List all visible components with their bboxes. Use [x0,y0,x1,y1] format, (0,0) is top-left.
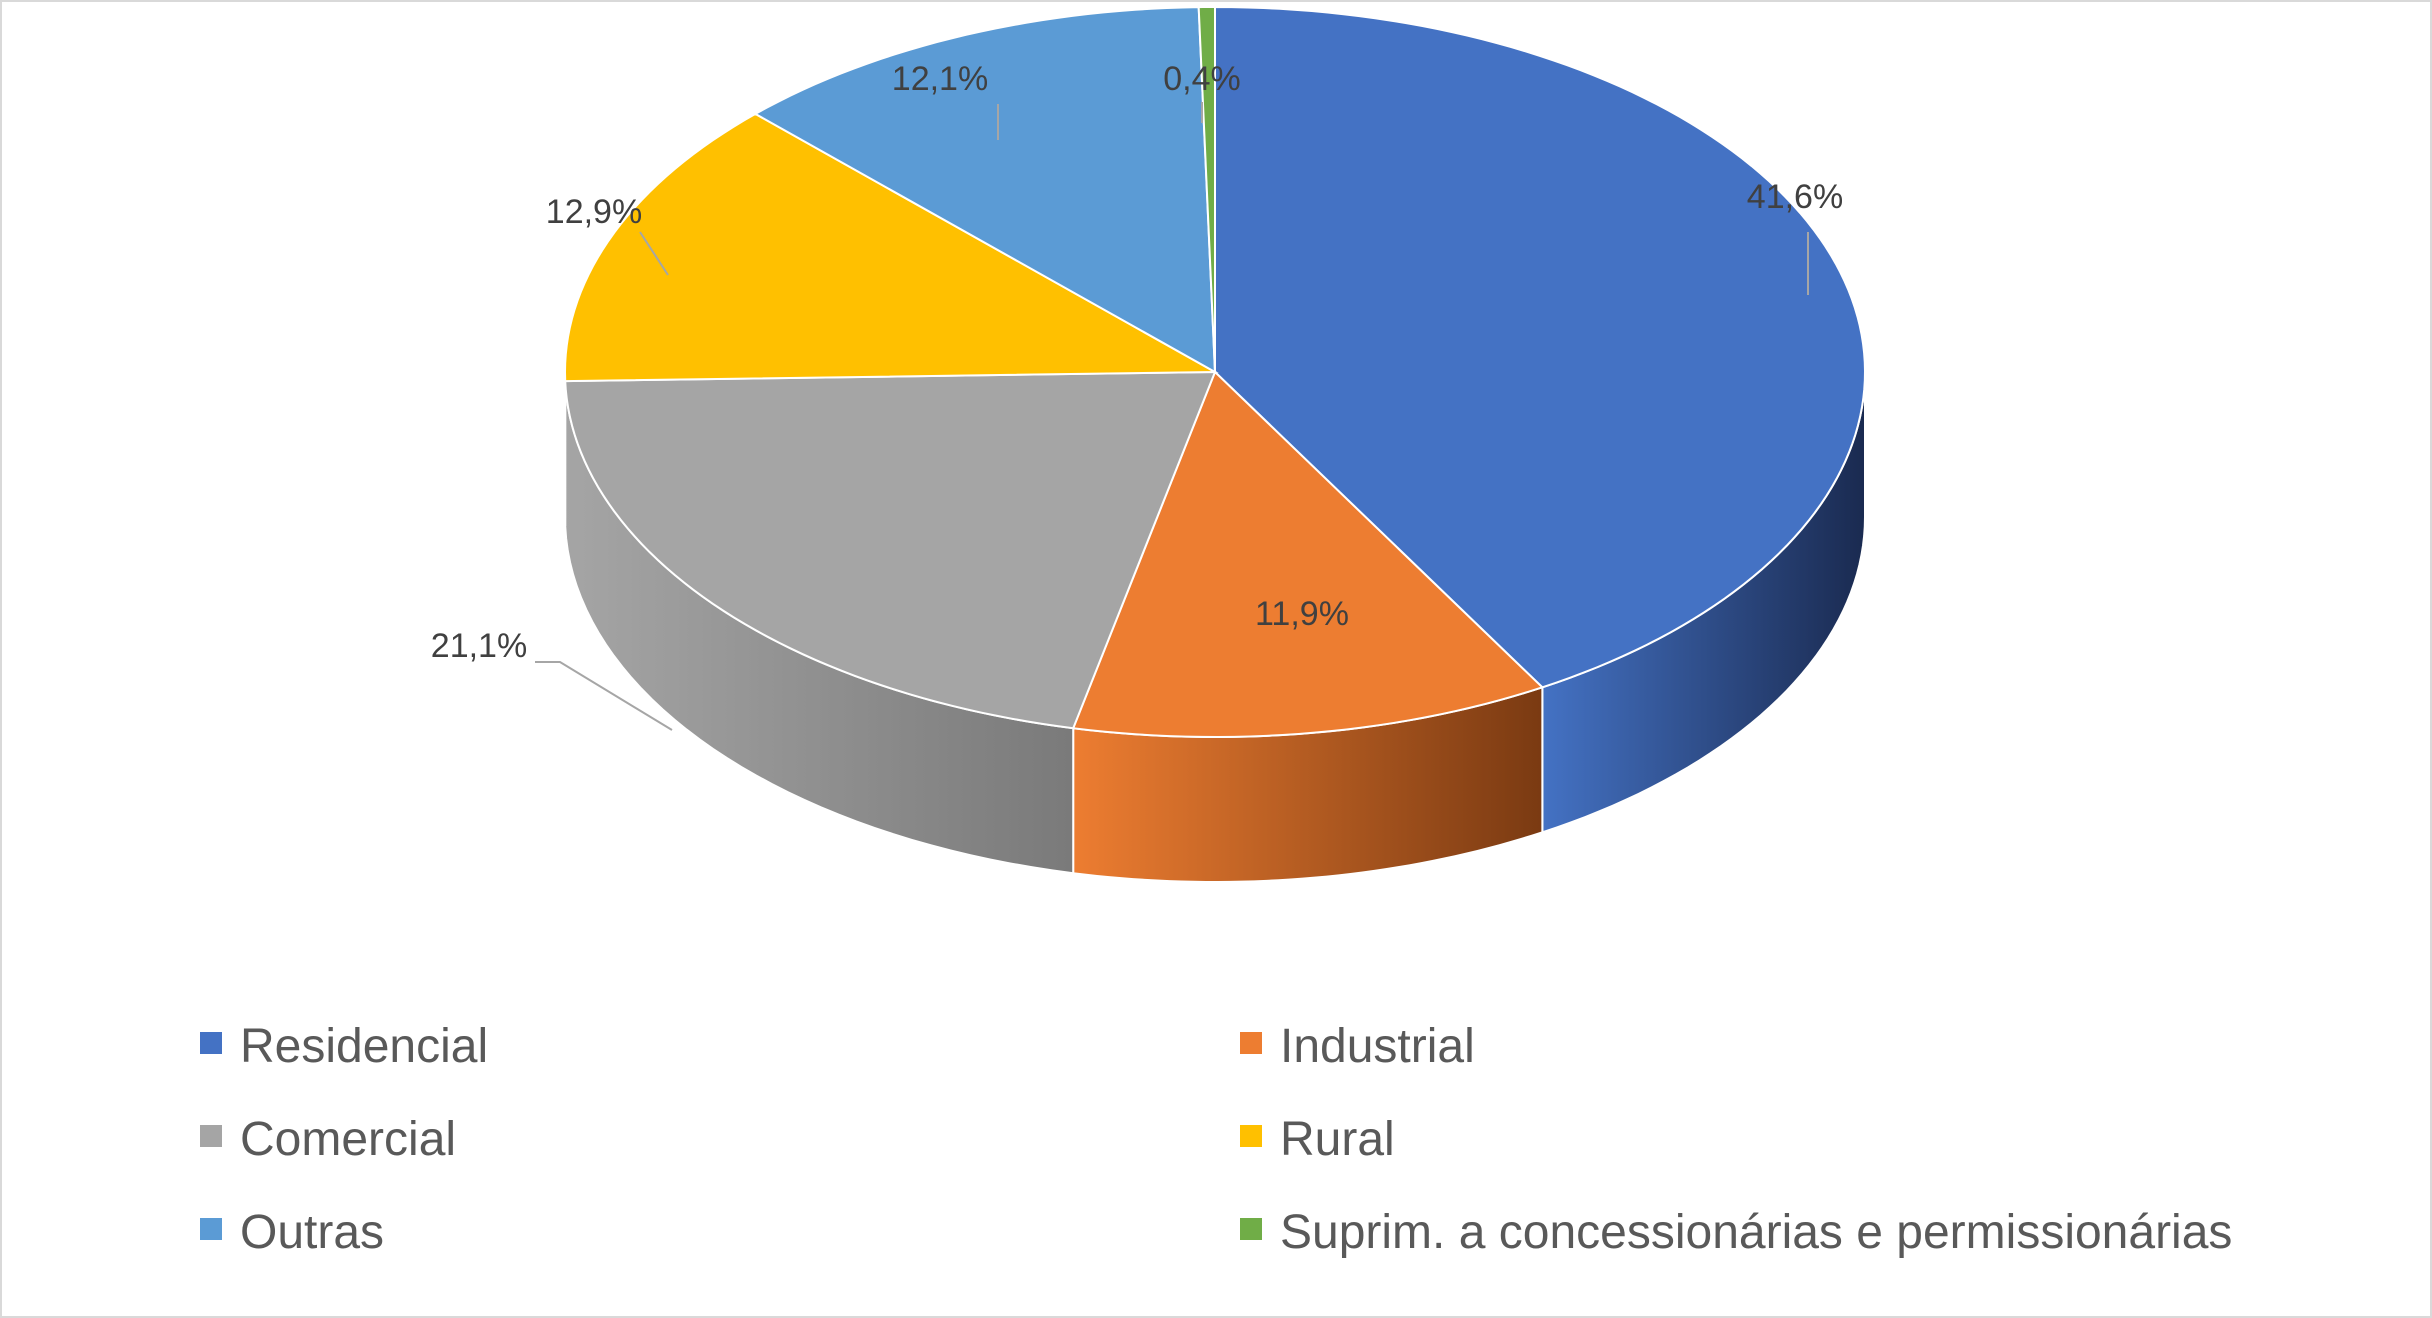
legend-item-residencial: Residencial [200,1020,488,1073]
legend-item-outras: Outras [200,1206,384,1259]
legend-label-rural: Rural [1280,1113,1395,1166]
legend-item-comercial: Comercial [200,1113,456,1166]
legend-item-industrial: Industrial [1240,1020,1475,1073]
pie-slice-outras [753,6,1217,374]
data-label-comercial: 21,1% [431,627,527,665]
pie-slices [563,5,1867,739]
pie-slice-comercial [564,370,1217,730]
pie-slice-suprim-a-concessionarias-e-permissionarias [1197,5,1216,373]
leader-line-rural [639,231,669,276]
pie-slice-residencial [1214,5,1867,689]
legend-swatch-residencial [200,1032,222,1054]
legend-label-suprim-a-concessionarias-e-permissionarias: Suprim. a concessionárias e permissionár… [1280,1206,2232,1259]
pie-slice-industrial [1071,370,1545,739]
data-label-rural: 12,9% [546,193,642,231]
legend-label-outras: Outras [240,1206,384,1259]
legend-label-comercial: Comercial [240,1113,456,1166]
legend-swatch-outras [200,1218,222,1240]
legend-item-suprim-a-concessionarias-e-permissionarias: Suprim. a concessionárias e permissionár… [1240,1206,2232,1259]
data-label-residencial: 41,6% [1747,178,1843,216]
legend-swatch-comercial [200,1125,222,1147]
data-label-suprim-a-concessionarias-e-permissionarias: 0,4% [1163,60,1241,98]
data-label-outras: 12,1% [892,60,988,98]
legend-swatch-rural [1240,1125,1262,1147]
legend: Residencial Industrial Comercial Rural Outra… [200,1020,2232,1259]
legend-label-residencial: Residencial [240,1020,488,1073]
data-labels: 41,6% 11,9% 21,1% 12,9% 12,1% 0,4% [431,60,1843,731]
legend-label-industrial: Industrial [1280,1020,1475,1073]
legend-swatch-industrial [1240,1032,1262,1054]
legend-item-rural: Rural [1240,1113,1395,1166]
legend-swatch-suprim-a-concessionarias-e-permissionarias [1240,1218,1262,1240]
pie-slice-rural [563,112,1219,383]
leader-line-comercial [535,661,673,731]
data-label-industrial: 11,9% [1255,595,1349,633]
